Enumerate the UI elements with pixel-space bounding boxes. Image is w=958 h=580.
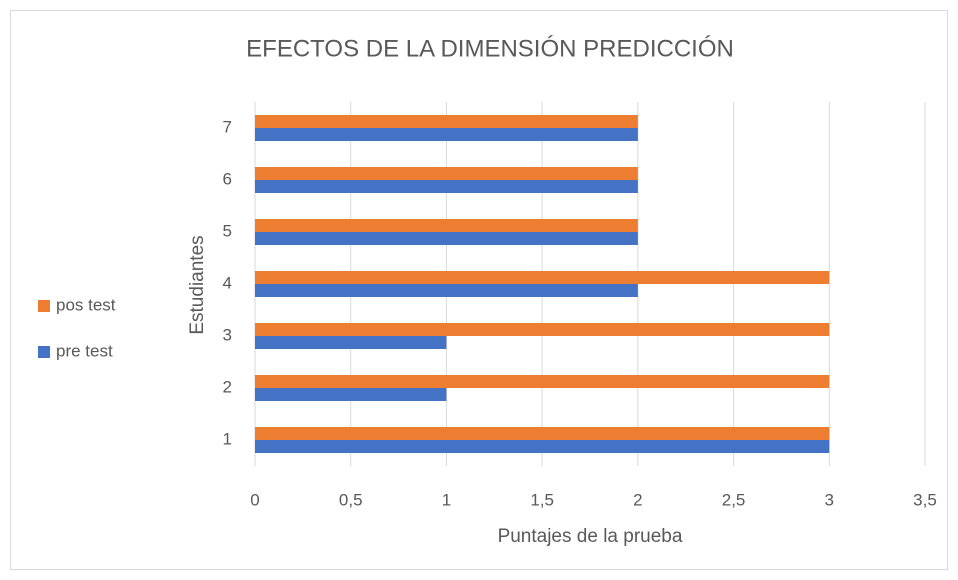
x-tick-label: 0,5 xyxy=(339,490,363,509)
bar xyxy=(255,271,830,284)
x-axis-title: Puntajes de la prueba xyxy=(498,526,683,547)
bar xyxy=(255,128,638,141)
y-tick-label: 4 xyxy=(223,273,232,292)
legend-label: pre test xyxy=(56,341,113,360)
bar xyxy=(255,375,830,388)
x-tick-label: 2,5 xyxy=(722,490,746,509)
x-tick-label: 2 xyxy=(633,490,642,509)
legend-swatch xyxy=(38,300,50,312)
y-tick-label: 7 xyxy=(223,117,232,136)
legend-swatch xyxy=(38,346,50,358)
chart-title: EFECTOS DE LA DIMENSIÓN PREDICCIÓN xyxy=(246,35,734,62)
y-tick-label: 6 xyxy=(223,169,232,188)
y-tick-label: 1 xyxy=(223,429,232,448)
x-tick-label: 0 xyxy=(250,490,259,509)
y-axis-title: Estudiantes xyxy=(187,235,208,334)
legend-label: pos test xyxy=(56,295,116,314)
bar xyxy=(255,440,830,453)
x-tick-label: 3 xyxy=(825,490,834,509)
bar xyxy=(255,232,638,245)
y-tick-label: 2 xyxy=(223,377,232,396)
bar xyxy=(255,180,638,193)
x-tick-label: 3,5 xyxy=(913,490,937,509)
y-tick-label: 3 xyxy=(223,325,232,344)
bar xyxy=(255,427,830,440)
bar xyxy=(255,219,638,232)
bar xyxy=(255,115,638,128)
bar xyxy=(255,388,447,401)
x-tick-label: 1,5 xyxy=(530,490,554,509)
bar xyxy=(255,167,638,180)
bar xyxy=(255,323,830,336)
bar xyxy=(255,284,638,297)
x-tick-label: 1 xyxy=(442,490,451,509)
y-tick-label: 5 xyxy=(223,221,232,240)
bar xyxy=(255,336,447,349)
